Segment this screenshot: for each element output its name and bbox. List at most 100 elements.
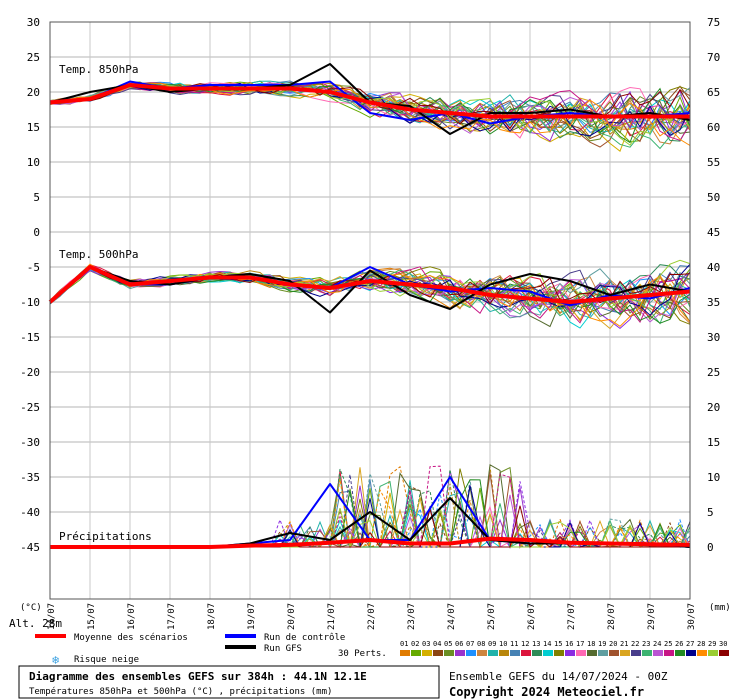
member-legend-swatch <box>631 650 641 656</box>
member-legend-swatch <box>708 650 718 656</box>
member-legend-swatch <box>719 650 729 656</box>
right-tick-label: 65 <box>707 86 720 99</box>
member-legend-label: 10 <box>499 640 507 648</box>
member-line-t850 <box>49 81 691 133</box>
member-legend-swatch <box>653 650 663 656</box>
chart-title: Diagramme des ensembles GEFS sur 384h : … <box>29 670 367 683</box>
member-legend-label: 13 <box>532 640 540 648</box>
member-legend-label: 14 <box>543 640 551 648</box>
member-legend-label: 12 <box>521 640 529 648</box>
member-legend-swatch <box>664 650 674 656</box>
right-tick-label: 20 <box>707 401 720 414</box>
left-tick-label: 20 <box>27 86 40 99</box>
member-legend-label: 19 <box>598 640 606 648</box>
date-label: 14/07 <box>47 603 57 630</box>
axes: 302520151050-5-10-15-20-25-30-35-40-4575… <box>20 16 720 630</box>
right-tick-label: 40 <box>707 261 720 274</box>
right-tick-label: 60 <box>707 121 720 134</box>
legend-mean-label: Moyenne des scénarios <box>74 632 188 643</box>
member-legend-label: 29 <box>708 640 716 648</box>
member-legend-label: 02 <box>411 640 419 648</box>
member-legend-label: 16 <box>565 640 573 648</box>
left-unit: (°C) <box>20 603 42 613</box>
run-info: Ensemble GEFS du 14/07/2024 - 00Z <box>449 670 668 683</box>
right-tick-label: 55 <box>707 156 720 169</box>
member-legend-swatch <box>400 650 410 656</box>
member-legend-swatch <box>477 650 487 656</box>
member-legend-label: 11 <box>510 640 518 648</box>
left-tick-label: -40 <box>20 506 40 519</box>
date-label: 21/07 <box>327 603 337 630</box>
date-label: 29/07 <box>647 603 657 630</box>
member-legend-swatch <box>675 650 685 656</box>
member-legend-label: 03 <box>422 640 430 648</box>
member-legend-swatch <box>411 650 421 656</box>
member-legend-label: 22 <box>631 640 639 648</box>
right-tick-label: 30 <box>707 331 720 344</box>
series-t850-0 <box>49 83 690 119</box>
member-legend-label: 05 <box>444 640 452 648</box>
member-legend-label: 17 <box>576 640 584 648</box>
right-tick-label: 10 <box>707 471 720 484</box>
right-tick-label: 50 <box>707 191 720 204</box>
member-legend-swatch <box>455 650 465 656</box>
member-legend-label: 24 <box>653 640 661 648</box>
member-legend-label: 26 <box>675 640 683 648</box>
panel-label-precip: Précipitations <box>59 530 152 543</box>
plot-frame <box>49 21 691 600</box>
panel-label-t850: Temp. 850hPa <box>59 63 138 76</box>
right-tick-label: 75 <box>707 16 720 29</box>
date-label: 27/07 <box>567 603 577 630</box>
right-tick-label: 45 <box>707 226 720 239</box>
right-tick-label: 35 <box>707 296 720 309</box>
member-legend-label: 07 <box>466 640 474 648</box>
date-label: 22/07 <box>367 603 377 630</box>
member-legend-label: 06 <box>455 640 463 648</box>
member-legend-label: 23 <box>642 640 650 648</box>
member-legend-swatch <box>697 650 707 656</box>
right-tick-label: 15 <box>707 436 720 449</box>
date-label: 26/07 <box>527 603 537 630</box>
main-series <box>48 63 691 549</box>
left-tick-label: 0 <box>33 226 40 239</box>
right-tick-label: 25 <box>707 366 720 379</box>
member-legend-swatch <box>554 650 564 656</box>
date-label: 24/07 <box>447 603 457 630</box>
member-legend-label: 01 <box>400 640 408 648</box>
series-precip-0 <box>50 536 691 549</box>
right-tick-label: 5 <box>707 506 714 519</box>
member-legend-label: 15 <box>554 640 562 648</box>
date-label: 17/07 <box>167 603 177 630</box>
date-label: 18/07 <box>207 603 217 630</box>
date-label: 25/07 <box>487 603 497 630</box>
right-unit: (mm) <box>709 603 731 613</box>
member-legend-label: 21 <box>620 640 628 648</box>
member-legend-swatch <box>576 650 586 656</box>
member-legend-swatch <box>466 650 476 656</box>
left-tick-label: -15 <box>20 331 40 344</box>
member-legend: 01 02 03 04 05 06 07 08 09 10 11 12 13 14 15 16 17 18 19 20… <box>400 640 729 656</box>
member-legend-swatch <box>642 650 652 656</box>
copyright: Copyright 2024 Meteociel.fr <box>449 685 644 699</box>
member-legend-label: 25 <box>664 640 672 648</box>
snowflake-icon: ❄ <box>52 653 59 667</box>
member-legend-swatch <box>620 650 630 656</box>
series-t500-0 <box>48 265 691 304</box>
legend-gfs-label: Run GFS <box>264 644 302 654</box>
member-legend-label: 28 <box>697 640 705 648</box>
chart-subtitle: Températures 850hPa et 500hPa (°C) , pré… <box>29 686 332 697</box>
member-legend-swatch <box>587 650 597 656</box>
left-tick-label: 5 <box>33 191 40 204</box>
member-legend-swatch <box>565 650 575 656</box>
left-tick-label: 10 <box>27 156 40 169</box>
left-tick-label: -10 <box>20 296 40 309</box>
member-legend-swatch <box>433 650 443 656</box>
date-label: 16/07 <box>127 603 137 630</box>
member-legend-swatch <box>521 650 531 656</box>
legend-snow-label: Risque neige <box>74 655 139 665</box>
member-legend-swatch <box>532 650 542 656</box>
left-tick-label: -30 <box>20 436 40 449</box>
member-legend-label: 20 <box>609 640 617 648</box>
member-legend-swatch <box>686 650 696 656</box>
member-legend-label: 30 <box>719 640 727 648</box>
